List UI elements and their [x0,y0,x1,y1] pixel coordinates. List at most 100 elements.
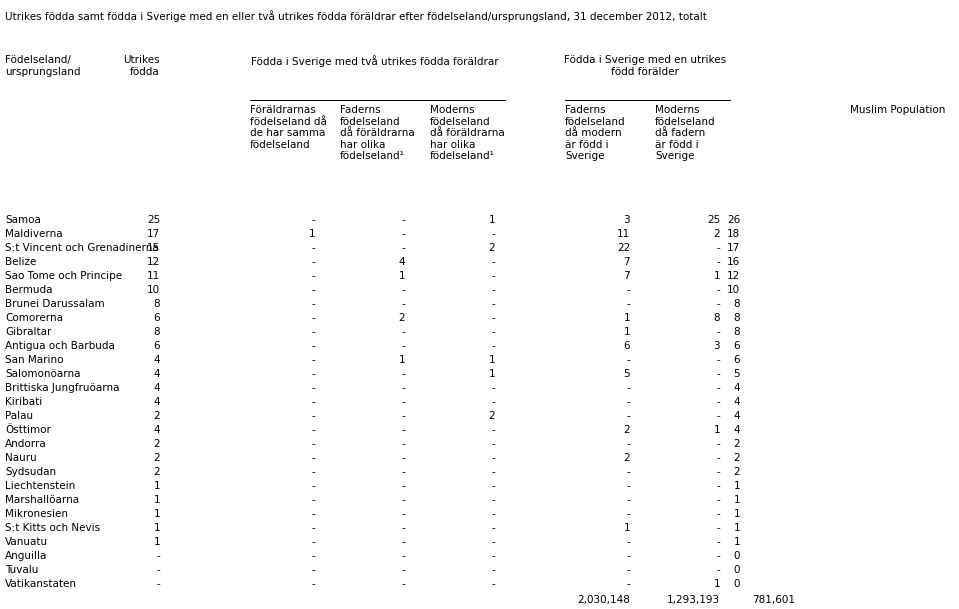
Text: -: - [716,299,720,309]
Text: -: - [491,481,495,491]
Text: Marshallöarna: Marshallöarna [5,495,80,505]
Text: -: - [312,285,315,295]
Text: 1: 1 [398,271,405,281]
Text: Brunei Darussalam: Brunei Darussalam [5,299,105,309]
Text: -: - [401,495,405,505]
Text: Liechtenstein: Liechtenstein [5,481,75,491]
Text: Utrikes
födda: Utrikes födda [124,55,160,77]
Text: 4: 4 [734,383,740,393]
Text: Östtimor: Östtimor [5,425,51,435]
Text: 1: 1 [153,523,160,533]
Text: -: - [312,565,315,575]
Text: 12: 12 [727,271,740,281]
Text: Samoa: Samoa [5,215,41,225]
Text: -: - [312,397,315,407]
Text: -: - [156,579,160,589]
Text: -: - [626,439,630,449]
Text: -: - [312,453,315,463]
Text: 1: 1 [623,523,630,533]
Text: -: - [312,243,315,253]
Text: -: - [401,523,405,533]
Text: -: - [491,327,495,337]
Text: 1: 1 [309,229,315,239]
Text: -: - [491,257,495,267]
Text: 781,601: 781,601 [752,595,795,605]
Text: -: - [626,551,630,561]
Text: -: - [401,579,405,589]
Text: 15: 15 [147,243,160,253]
Text: 1: 1 [734,481,740,491]
Text: 1: 1 [734,523,740,533]
Text: -: - [716,397,720,407]
Text: -: - [491,565,495,575]
Text: -: - [491,229,495,239]
Text: -: - [401,229,405,239]
Text: 1: 1 [734,537,740,547]
Text: Comorerna: Comorerna [5,313,63,323]
Text: 4: 4 [153,355,160,365]
Text: S:t Vincent och Grenadinerna: S:t Vincent och Grenadinerna [5,243,159,253]
Text: -: - [491,453,495,463]
Text: -: - [312,579,315,589]
Text: 1: 1 [734,509,740,519]
Text: Sydsudan: Sydsudan [5,467,57,477]
Text: 4: 4 [153,383,160,393]
Text: -: - [401,467,405,477]
Text: S:t Kitts och Nevis: S:t Kitts och Nevis [5,523,100,533]
Text: -: - [716,467,720,477]
Text: Kiribati: Kiribati [5,397,42,407]
Text: 3: 3 [713,341,720,351]
Text: -: - [716,439,720,449]
Text: Maldiverna: Maldiverna [5,229,62,239]
Text: 8: 8 [153,299,160,309]
Text: Vatikanstaten: Vatikanstaten [5,579,77,589]
Text: -: - [626,299,630,309]
Text: -: - [716,243,720,253]
Text: Tuvalu: Tuvalu [5,565,38,575]
Text: -: - [401,397,405,407]
Text: 4: 4 [734,425,740,435]
Text: -: - [491,425,495,435]
Text: -: - [626,495,630,505]
Text: -: - [491,439,495,449]
Text: 0: 0 [734,551,740,561]
Text: -: - [716,551,720,561]
Text: -: - [401,327,405,337]
Text: -: - [491,285,495,295]
Text: 2: 2 [488,411,495,421]
Text: -: - [491,313,495,323]
Text: -: - [716,537,720,547]
Text: -: - [716,327,720,337]
Text: Belize: Belize [5,257,36,267]
Text: 18: 18 [727,229,740,239]
Text: 10: 10 [147,285,160,295]
Text: Vanuatu: Vanuatu [5,537,48,547]
Text: 1: 1 [488,369,495,379]
Text: Brittiska Jungfruöarna: Brittiska Jungfruöarna [5,383,120,393]
Text: -: - [491,467,495,477]
Text: 1: 1 [623,327,630,337]
Text: 2: 2 [734,467,740,477]
Text: Mikronesien: Mikronesien [5,509,68,519]
Text: -: - [491,383,495,393]
Text: Andorra: Andorra [5,439,47,449]
Text: 4: 4 [153,397,160,407]
Text: 1: 1 [713,271,720,281]
Text: -: - [312,523,315,533]
Text: -: - [312,341,315,351]
Text: 1: 1 [153,509,160,519]
Text: 2: 2 [713,229,720,239]
Text: -: - [312,425,315,435]
Text: Födelseland/
ursprungsland: Födelseland/ ursprungsland [5,55,81,77]
Text: Sao Tome och Principe: Sao Tome och Principe [5,271,122,281]
Text: -: - [401,411,405,421]
Text: Utrikes födda samt födda i Sverige med en eller två utrikes födda föräldrar efte: Utrikes födda samt födda i Sverige med e… [5,10,707,22]
Text: 2: 2 [153,453,160,463]
Text: -: - [626,411,630,421]
Text: 2: 2 [734,439,740,449]
Text: -: - [716,383,720,393]
Text: -: - [312,369,315,379]
Text: 6: 6 [734,341,740,351]
Text: 1,293,193: 1,293,193 [667,595,720,605]
Text: -: - [312,509,315,519]
